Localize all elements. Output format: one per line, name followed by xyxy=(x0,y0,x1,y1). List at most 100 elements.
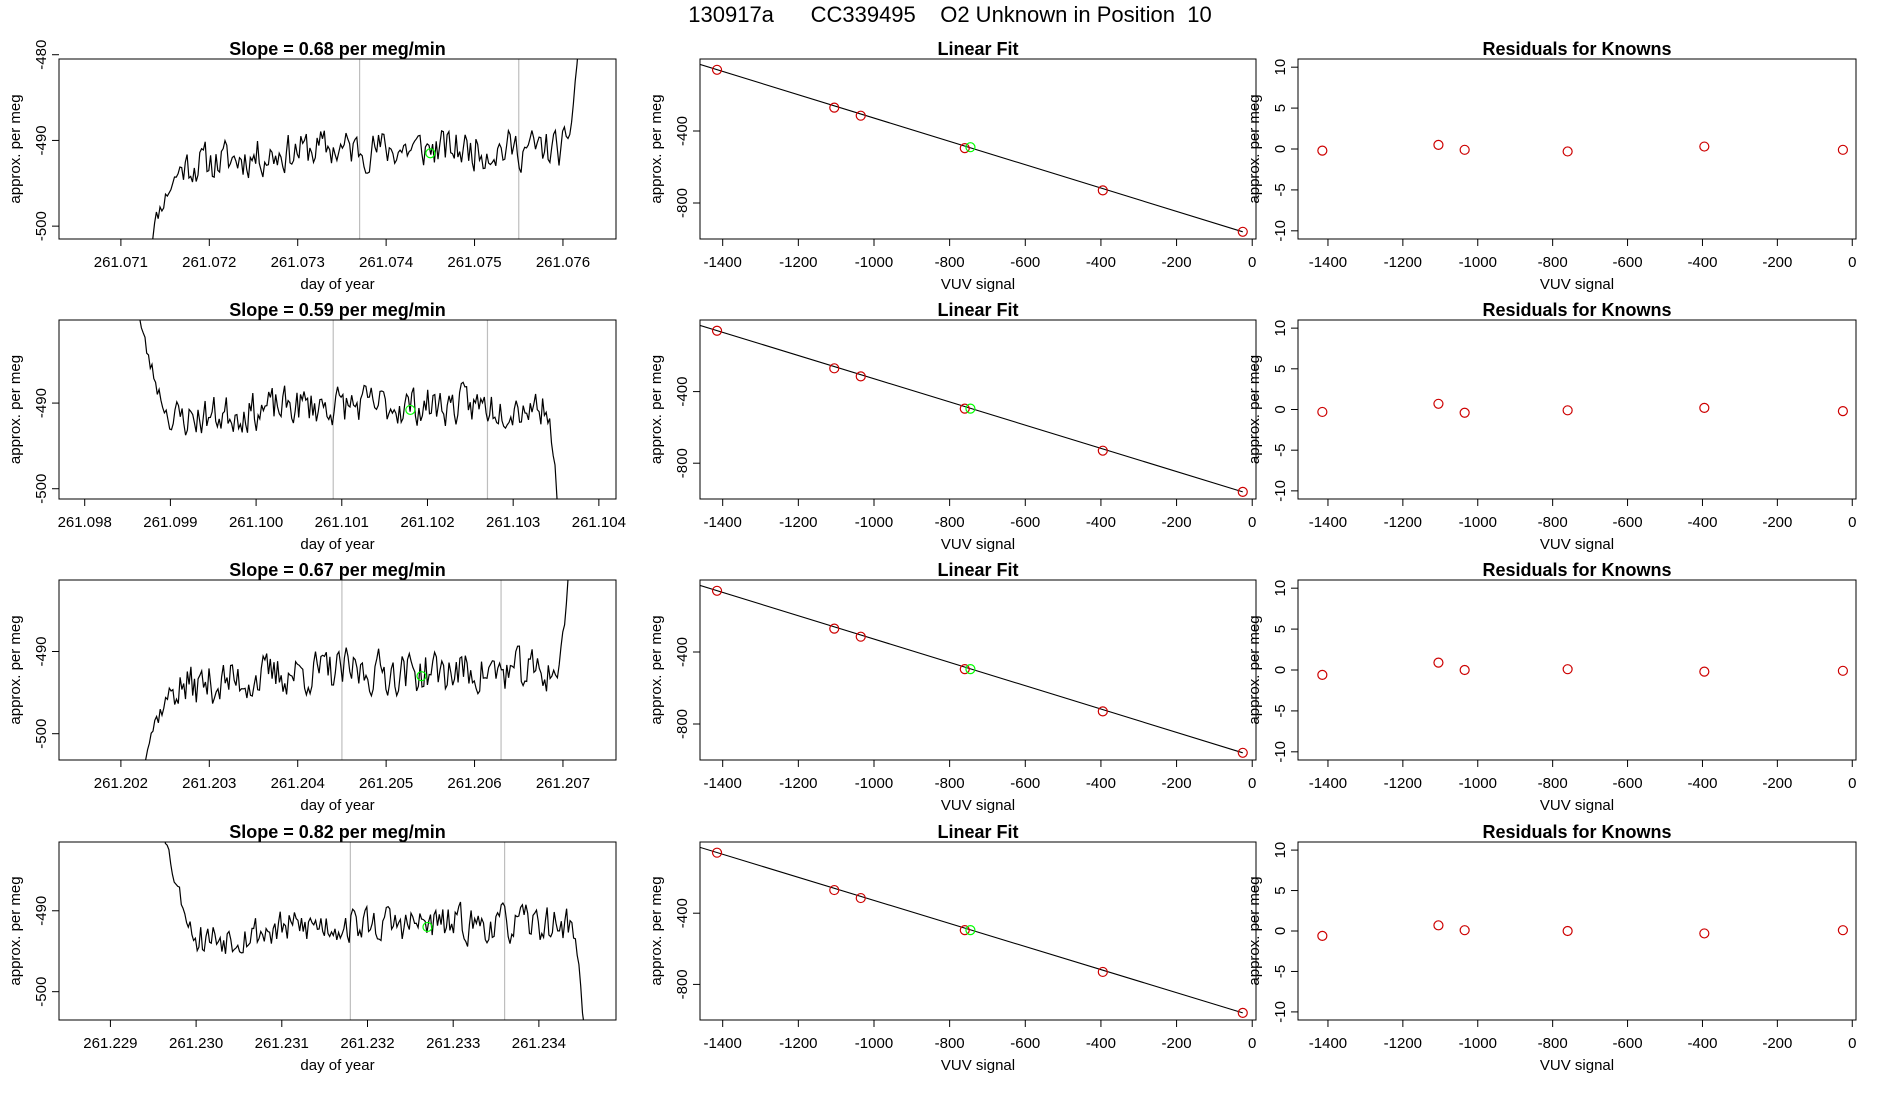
residual-point xyxy=(1562,146,1573,157)
y-tick-label: 10 xyxy=(1272,59,1289,76)
x-tick-label: -600 xyxy=(1613,514,1643,531)
y-tick-label: -500 xyxy=(33,474,50,504)
plot-area xyxy=(700,846,1248,1018)
x-tick-label: -800 xyxy=(935,254,965,271)
plot-frame xyxy=(1297,579,1857,761)
x-tick-label: 0 xyxy=(1848,1035,1856,1052)
x-tick-label: -200 xyxy=(1762,1035,1792,1052)
known-point xyxy=(1237,226,1248,237)
x-tick-label: -1400 xyxy=(1309,775,1347,792)
plot-frame xyxy=(1297,58,1857,240)
y-tick-label: -480 xyxy=(33,40,50,70)
y-tick-label: 0 xyxy=(1272,405,1289,413)
x-tick-label: 261.071 xyxy=(94,254,148,271)
x-tick-label: 0 xyxy=(1848,775,1856,792)
x-tick-label: -200 xyxy=(1162,1035,1192,1052)
x-axis-label: day of year xyxy=(300,797,374,814)
plot-title: Residuals for Knowns xyxy=(1482,822,1671,842)
x-tick-label: -800 xyxy=(1538,514,1568,531)
x-tick-label: 0 xyxy=(1248,775,1256,792)
x-tick-label: -400 xyxy=(1687,514,1717,531)
y-axis-label: approx. per meg xyxy=(7,94,24,203)
known-point xyxy=(829,102,840,113)
x-axis-label: VUV signal xyxy=(941,276,1015,293)
x-tick-label: -600 xyxy=(1010,775,1040,792)
x-tick-label: -400 xyxy=(1086,254,1116,271)
x-tick-label: -1000 xyxy=(1459,775,1497,792)
unknown-point xyxy=(965,403,976,414)
y-axis-label: approx. per meg xyxy=(1246,355,1263,464)
y-tick-label: 0 xyxy=(1272,927,1289,935)
known-point xyxy=(959,403,970,414)
known-point xyxy=(855,892,866,904)
x-tick-label: -1400 xyxy=(704,514,742,531)
x-tick-label: -1400 xyxy=(1309,1035,1347,1052)
timeseries-panel-row-4: Slope = 0.82 per meg/min day of year appro… xyxy=(7,822,617,1074)
residual-point xyxy=(1433,657,1444,668)
x-tick-label: 261.204 xyxy=(271,775,325,792)
residual-point xyxy=(1317,930,1328,941)
x-axis-label: VUV signal xyxy=(941,1057,1015,1074)
x-tick-label: -1000 xyxy=(855,514,893,531)
x-tick-label: -1200 xyxy=(1384,514,1422,531)
x-tick-label: 261.234 xyxy=(512,1035,566,1052)
x-axis-label: VUV signal xyxy=(1540,276,1614,293)
y-axis-label: approx. per meg xyxy=(648,355,665,464)
residual-point xyxy=(1699,141,1710,152)
x-tick-label: 261.231 xyxy=(255,1035,309,1052)
y-tick-label: 10 xyxy=(1272,320,1289,337)
y-tick-label: 10 xyxy=(1272,842,1289,859)
unknown-point xyxy=(422,921,433,933)
x-axis-label: day of year xyxy=(300,276,374,293)
residuals-panel-row-4: Residuals for Knowns VUV signal approx. pe… xyxy=(1246,822,1857,1074)
plot-title: Linear Fit xyxy=(937,300,1018,320)
y-tick-label: -400 xyxy=(674,637,691,667)
unknown-point xyxy=(416,671,427,682)
y-tick-label: 10 xyxy=(1272,580,1289,597)
residual-point xyxy=(1433,920,1444,931)
plot-area xyxy=(1317,139,1848,157)
y-tick-label: -490 xyxy=(33,388,50,418)
x-tick-label: -1000 xyxy=(855,775,893,792)
plot-area xyxy=(700,584,1248,758)
x-tick-label: -400 xyxy=(1687,1035,1717,1052)
x-tick-label: -200 xyxy=(1762,514,1792,531)
known-point xyxy=(1097,185,1108,196)
y-tick-label: 5 xyxy=(1272,365,1289,373)
plot-frame xyxy=(699,841,1257,1021)
residuals-panel-row-3: Residuals for Knowns VUV signal approx. pe… xyxy=(1246,560,1857,814)
x-tick-label: 261.233 xyxy=(426,1035,480,1052)
x-tick-label: -1000 xyxy=(855,254,893,271)
x-tick-label: 0 xyxy=(1248,1035,1256,1052)
plot-title: Slope = 0.67 per meg/min xyxy=(229,560,446,580)
known-point xyxy=(1237,1007,1248,1018)
residual-point xyxy=(1699,666,1710,677)
known-point xyxy=(829,363,840,374)
x-tick-label: -600 xyxy=(1613,1035,1643,1052)
known-point xyxy=(959,663,970,675)
linear_fit-panel-row-2: Linear Fit VUV signal approx. per meg -1400… xyxy=(648,300,1257,553)
x-axis-label: day of year xyxy=(300,1057,374,1074)
x-tick-label: 261.101 xyxy=(315,514,369,531)
plot-frame xyxy=(699,58,1257,240)
x-tick-label: -400 xyxy=(1086,1035,1116,1052)
x-tick-label: -600 xyxy=(1010,254,1040,271)
signal-trace xyxy=(151,59,579,239)
x-tick-label: -800 xyxy=(935,1035,965,1052)
known-point xyxy=(1237,486,1248,497)
x-tick-label: -1200 xyxy=(1384,1035,1422,1052)
signal-trace xyxy=(144,580,569,760)
y-tick-label: -800 xyxy=(674,709,691,739)
known-point xyxy=(855,110,866,121)
plot-area xyxy=(700,324,1248,497)
x-tick-label: -1400 xyxy=(704,775,742,792)
plot-title: Linear Fit xyxy=(937,560,1018,580)
y-axis-label: approx. per meg xyxy=(7,615,24,724)
y-tick-label: -400 xyxy=(674,116,691,146)
x-tick-label: 261.232 xyxy=(340,1035,394,1052)
x-axis-label: VUV signal xyxy=(1540,797,1614,814)
x-tick-label: -200 xyxy=(1762,254,1792,271)
x-tick-label: 261.074 xyxy=(359,254,413,271)
unknown-point xyxy=(425,148,436,159)
